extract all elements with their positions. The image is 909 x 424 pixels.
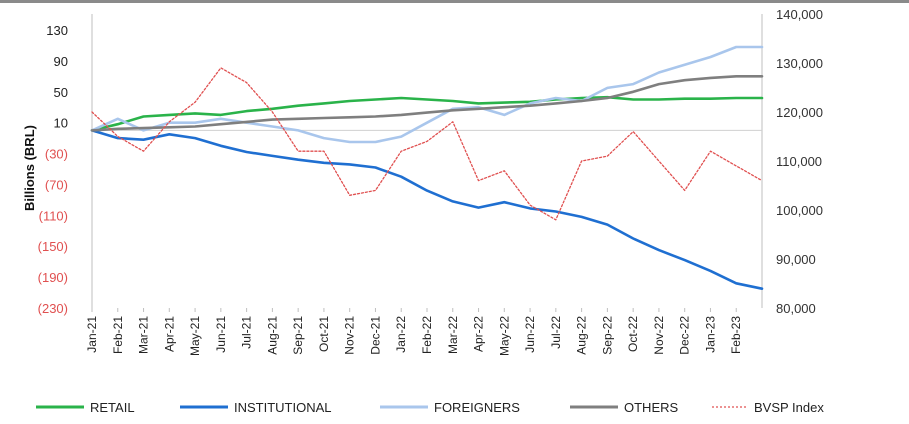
right-tick-label: 110,000 <box>776 154 822 169</box>
left-tick-label: (230) <box>38 301 68 316</box>
right-tick-label: 80,000 <box>776 301 816 316</box>
left-tick-label: (70) <box>45 177 68 192</box>
x-tick-label: May-22 <box>497 316 511 356</box>
legend: RETAIL INSTITUTIONAL FOREIGNERS OTHERS BVSP … <box>36 400 824 415</box>
left-tick-label: (30) <box>45 147 68 162</box>
right-tick-label: 100,000 <box>776 203 823 218</box>
x-tick-label: Jun-21 <box>214 316 228 353</box>
legend-label: INSTITUTIONAL <box>234 400 332 415</box>
right-tick-label: 90,000 <box>776 252 816 267</box>
x-tick-label: Mar-22 <box>446 316 460 354</box>
left-tick-label: 10 <box>54 116 68 131</box>
series-line-foreigners <box>90 45 764 144</box>
x-tick-label: Aug-22 <box>575 316 589 355</box>
left-tick-label: (150) <box>38 239 68 254</box>
x-tick-label: Jan-21 <box>85 316 99 353</box>
x-tick-label: Oct-21 <box>317 316 331 352</box>
right-tick-label: 140,000 <box>776 7 823 22</box>
x-tick-label: Feb-23 <box>729 316 743 354</box>
x-tick-label: Jul-21 <box>240 316 254 349</box>
x-tick-label: Nov-22 <box>652 316 666 355</box>
x-tick-label: Oct-22 <box>626 316 640 352</box>
x-tick-label: Sep-22 <box>600 316 614 355</box>
top-border <box>0 0 909 3</box>
x-tick-label: Jul-22 <box>549 316 563 349</box>
x-tick-label: Jan-22 <box>394 316 408 353</box>
right-tick-label: 120,000 <box>776 105 823 120</box>
series-line-retail <box>90 95 764 132</box>
left-tick-label: 50 <box>54 85 68 100</box>
left-tick-label: (190) <box>38 270 68 285</box>
legend-label: RETAIL <box>90 400 135 415</box>
x-tick-label: Jan-23 <box>703 316 717 353</box>
left-tick-label: (110) <box>39 208 68 223</box>
x-tick-label: Dec-21 <box>368 316 382 355</box>
x-tick-label: Aug-21 <box>265 316 279 355</box>
series-line-bvsp-index <box>91 67 763 221</box>
right-tick-label: 130,000 <box>776 56 823 71</box>
legend-label: FOREIGNERS <box>434 400 520 415</box>
x-tick-label: Feb-22 <box>420 316 434 354</box>
x-tick-label: Mar-21 <box>137 316 151 354</box>
x-tick-label: Apr-21 <box>162 316 176 352</box>
x-tick-label: Jun-22 <box>523 316 537 353</box>
x-tick-label: Dec-22 <box>678 316 692 355</box>
x-tick-label: Sep-21 <box>291 316 305 355</box>
x-tick-label: May-21 <box>188 316 202 356</box>
legend-label: BVSP Index <box>754 400 824 415</box>
x-tick-label: Nov-21 <box>343 316 357 355</box>
series-line-institutional <box>90 129 764 291</box>
left-tick-label: 90 <box>54 54 68 69</box>
x-tick-label: Feb-21 <box>111 316 125 354</box>
series-line-others <box>90 75 764 132</box>
y-axis-label: Billions (BRL) <box>22 125 37 211</box>
left-tick-label: 130 <box>46 23 68 38</box>
x-tick-label: Apr-22 <box>472 316 486 352</box>
legend-label: OTHERS <box>624 400 679 415</box>
